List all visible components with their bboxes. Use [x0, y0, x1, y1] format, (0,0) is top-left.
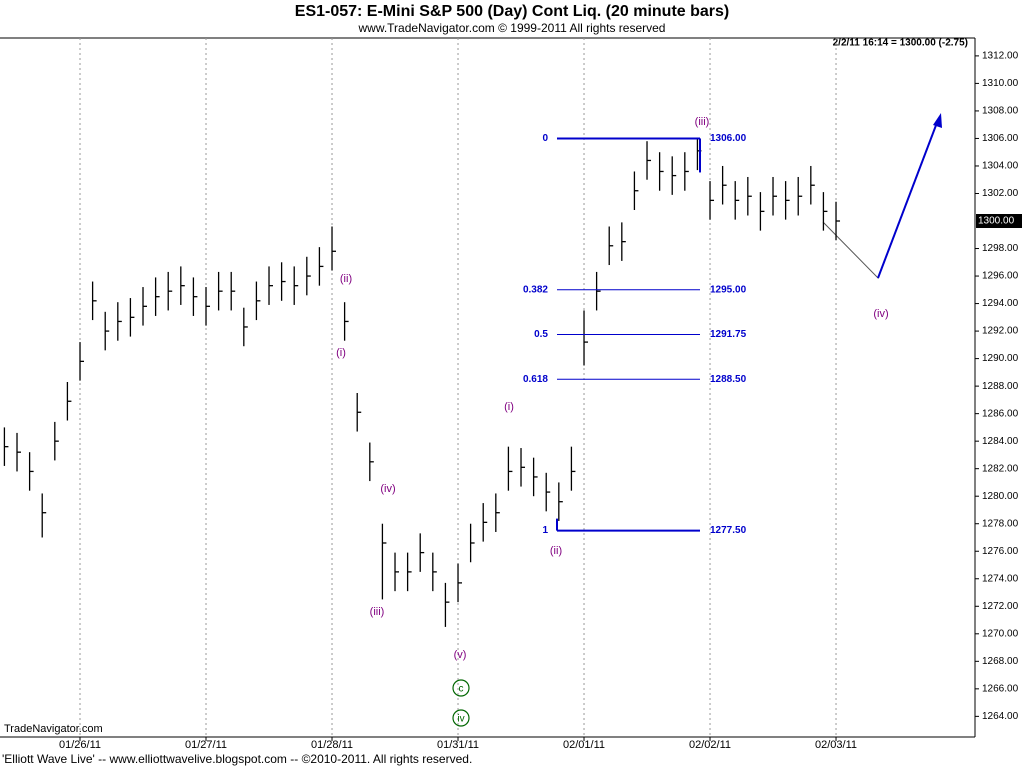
- fib-level: 0.382: [523, 284, 548, 295]
- wave-label: (v): [454, 649, 467, 661]
- fib-level: 0: [542, 133, 548, 144]
- y-tick-label: 1276.00: [982, 546, 1019, 557]
- projection: [822, 113, 942, 279]
- fib-level: 0.5: [534, 329, 548, 340]
- y-tick-label: 1296.00: [982, 271, 1019, 282]
- y-tick-label: 1290.00: [982, 353, 1019, 364]
- y-tick-label: 1270.00: [982, 628, 1019, 639]
- fib-price: 1295.00: [710, 284, 747, 295]
- y-tick-label: 1264.00: [982, 711, 1019, 722]
- y-tick-label: 1294.00: [982, 298, 1019, 309]
- wave-label: (iv): [380, 483, 395, 495]
- y-tick-label: 1312.00: [982, 51, 1019, 62]
- y-tick-label: 1302.00: [982, 188, 1019, 199]
- y-tick-label: 1306.00: [982, 133, 1019, 144]
- y-tick-label: 1272.00: [982, 601, 1019, 612]
- x-tick-label: 01/26/11: [59, 739, 101, 751]
- price-info: 2/2/11 16:14 = 1300.00 (-2.75): [833, 38, 968, 49]
- wave-label-circled: iv: [457, 714, 464, 725]
- fib-level: 1: [542, 525, 548, 536]
- y-tick-label: 1286.00: [982, 408, 1019, 419]
- wave-label: (iii): [370, 606, 385, 618]
- wave-label: (ii): [550, 545, 562, 557]
- wave-circle: [452, 709, 470, 727]
- fib-level: 0.618: [523, 374, 548, 385]
- chart-title: ES1-057: E-Mini S&P 500 (Day) Cont Liq. …: [295, 3, 729, 20]
- wave-circle: [452, 679, 470, 697]
- y-tick-label: 1292.00: [982, 326, 1019, 337]
- x-tick-label: 01/27/11: [185, 739, 227, 751]
- wave-label: (i): [336, 347, 346, 359]
- y-tick-label: 1278.00: [982, 518, 1019, 529]
- fib-price: 1288.50: [710, 374, 747, 385]
- fib-price: 1291.75: [710, 329, 747, 340]
- x-tick-label: 02/01/11: [563, 739, 605, 751]
- projection-arrowhead: [933, 113, 942, 128]
- y-tick-label: 1266.00: [982, 683, 1019, 694]
- footer: 'Elliott Wave Live' -- www.elliottwaveli…: [2, 752, 472, 766]
- wave-label: (iii): [695, 116, 710, 128]
- x-tick-label: 01/31/11: [437, 739, 479, 751]
- wave-label: (iv): [873, 308, 888, 320]
- y-tick-label: 1308.00: [982, 106, 1019, 117]
- x-tick-label: 02/02/11: [689, 739, 731, 751]
- y-tick-label: 1282.00: [982, 463, 1019, 474]
- y-tick-label: 1288.00: [982, 381, 1019, 392]
- y-tick-label: 1280.00: [982, 491, 1019, 502]
- watermark: TradeNavigator.com: [4, 723, 103, 735]
- chart-subtitle: www.TradeNavigator.com © 1999-2011 All r…: [358, 21, 666, 35]
- x-tick-label: 02/03/11: [815, 739, 857, 751]
- last-price-label: 1300.00: [978, 216, 1015, 227]
- fib-price: 1277.50: [710, 525, 747, 536]
- fib-price: 1306.00: [710, 133, 747, 144]
- y-tick-label: 1310.00: [982, 78, 1019, 89]
- x-tick-label: 01/28/11: [311, 739, 353, 751]
- wave-label: (i): [504, 401, 514, 413]
- y-tick-label: 1298.00: [982, 243, 1019, 254]
- y-tick-label: 1274.00: [982, 573, 1019, 584]
- y-tick-label: 1284.00: [982, 436, 1019, 447]
- y-tick-label: 1268.00: [982, 656, 1019, 667]
- last-price-box: [976, 214, 1022, 229]
- wave-label: (ii): [340, 273, 352, 285]
- y-tick-label: 1304.00: [982, 161, 1019, 172]
- projection-up: [877, 119, 939, 279]
- wave-label-circled: c: [459, 684, 464, 695]
